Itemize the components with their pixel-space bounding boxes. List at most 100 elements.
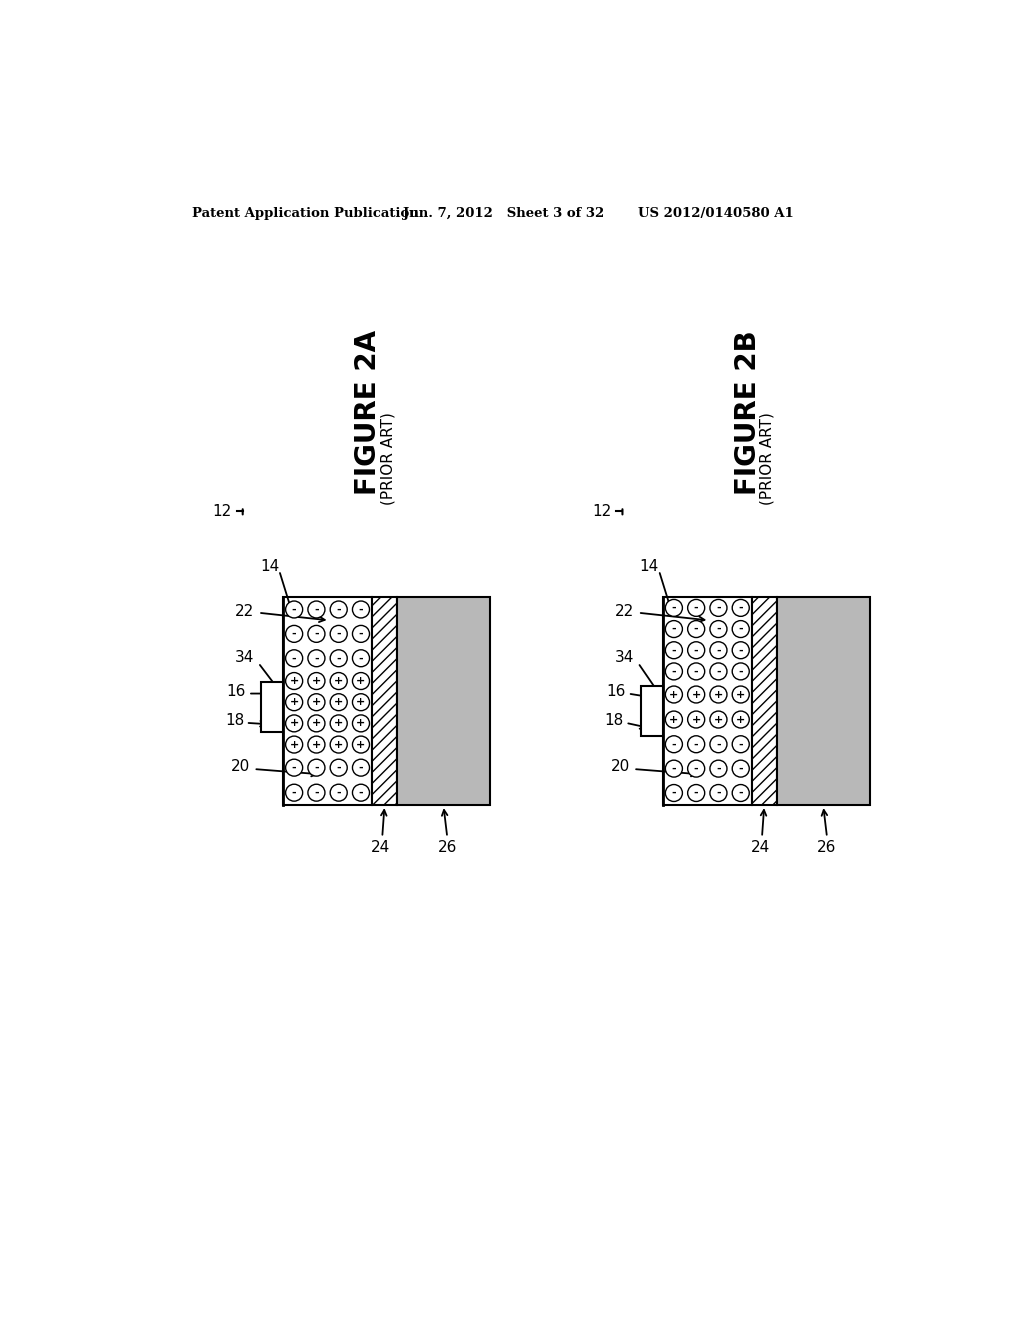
Text: 20: 20 [231, 759, 251, 775]
Circle shape [688, 663, 705, 680]
Text: -: - [716, 624, 721, 634]
Circle shape [732, 711, 750, 729]
Text: 16: 16 [226, 684, 246, 698]
Text: -: - [716, 788, 721, 799]
Text: US 2012/0140580 A1: US 2012/0140580 A1 [638, 207, 794, 220]
Circle shape [286, 737, 303, 752]
Circle shape [330, 737, 347, 752]
Text: -: - [314, 605, 318, 615]
Text: -: - [672, 739, 676, 750]
Bar [261, 682, 283, 733]
Circle shape [666, 784, 682, 801]
Circle shape [308, 737, 325, 752]
Text: -: - [694, 667, 698, 676]
Circle shape [666, 760, 682, 777]
Text: +: + [356, 697, 366, 708]
Circle shape [330, 673, 347, 689]
Circle shape [688, 642, 705, 659]
Text: +: + [290, 697, 299, 708]
Text: +: + [714, 689, 723, 700]
Text: +: + [311, 718, 322, 729]
Text: FIGURE 2B: FIGURE 2B [734, 330, 762, 495]
Text: 14: 14 [260, 558, 280, 574]
Text: -: - [292, 653, 297, 663]
Circle shape [710, 760, 727, 777]
Text: 24: 24 [751, 840, 770, 855]
Text: -: - [314, 763, 318, 772]
Text: 12: 12 [592, 503, 611, 519]
Text: -: - [716, 764, 721, 774]
Circle shape [330, 784, 347, 801]
Text: -: - [337, 788, 341, 797]
Text: 18: 18 [225, 713, 245, 729]
Text: 34: 34 [234, 649, 254, 665]
Circle shape [732, 686, 750, 704]
Text: -: - [292, 628, 297, 639]
Circle shape [352, 784, 370, 801]
Text: -: - [738, 764, 743, 774]
Circle shape [710, 599, 727, 616]
Text: +: + [311, 697, 322, 708]
Circle shape [732, 620, 750, 638]
Text: -: - [292, 605, 297, 615]
Circle shape [732, 784, 750, 801]
Text: 34: 34 [614, 649, 634, 665]
Text: 18: 18 [605, 713, 624, 729]
Circle shape [732, 663, 750, 680]
Circle shape [286, 759, 303, 776]
Circle shape [688, 599, 705, 616]
Text: +: + [334, 739, 343, 750]
Circle shape [286, 715, 303, 731]
Circle shape [308, 715, 325, 731]
Circle shape [666, 711, 682, 729]
Text: -: - [314, 653, 318, 663]
Circle shape [308, 759, 325, 776]
Circle shape [688, 686, 705, 704]
Text: 12: 12 [213, 503, 231, 519]
Bar [752, 597, 776, 805]
Text: -: - [672, 667, 676, 676]
Circle shape [286, 626, 303, 643]
Circle shape [286, 694, 303, 710]
Text: -: - [738, 739, 743, 750]
Text: -: - [337, 763, 341, 772]
Circle shape [330, 759, 347, 776]
Text: 22: 22 [236, 603, 254, 619]
Text: Jun. 7, 2012   Sheet 3 of 32: Jun. 7, 2012 Sheet 3 of 32 [403, 207, 604, 220]
Text: -: - [292, 763, 297, 772]
Bar [641, 686, 663, 737]
Text: -: - [358, 605, 364, 615]
Text: +: + [356, 739, 366, 750]
Text: -: - [694, 603, 698, 612]
Text: -: - [738, 788, 743, 799]
Text: 22: 22 [614, 603, 634, 619]
Circle shape [352, 626, 370, 643]
Text: -: - [672, 764, 676, 774]
Text: -: - [694, 764, 698, 774]
Circle shape [710, 784, 727, 801]
Text: +: + [290, 676, 299, 686]
Circle shape [308, 649, 325, 667]
Text: -: - [716, 667, 721, 676]
Circle shape [666, 599, 682, 616]
Text: -: - [337, 653, 341, 663]
Text: +: + [334, 697, 343, 708]
Text: -: - [694, 739, 698, 750]
Text: -: - [337, 628, 341, 639]
Text: FIGURE 2A: FIGURE 2A [354, 330, 382, 495]
Circle shape [330, 694, 347, 710]
Text: -: - [672, 645, 676, 655]
Text: +: + [691, 714, 700, 725]
Circle shape [732, 735, 750, 752]
Text: 24: 24 [371, 840, 390, 855]
Text: +: + [356, 718, 366, 729]
Circle shape [286, 649, 303, 667]
Circle shape [710, 686, 727, 704]
Text: -: - [337, 605, 341, 615]
Text: -: - [358, 628, 364, 639]
Text: -: - [314, 628, 318, 639]
Text: 20: 20 [611, 759, 630, 775]
Text: -: - [672, 603, 676, 612]
Text: +: + [311, 676, 322, 686]
Text: 16: 16 [606, 684, 626, 698]
